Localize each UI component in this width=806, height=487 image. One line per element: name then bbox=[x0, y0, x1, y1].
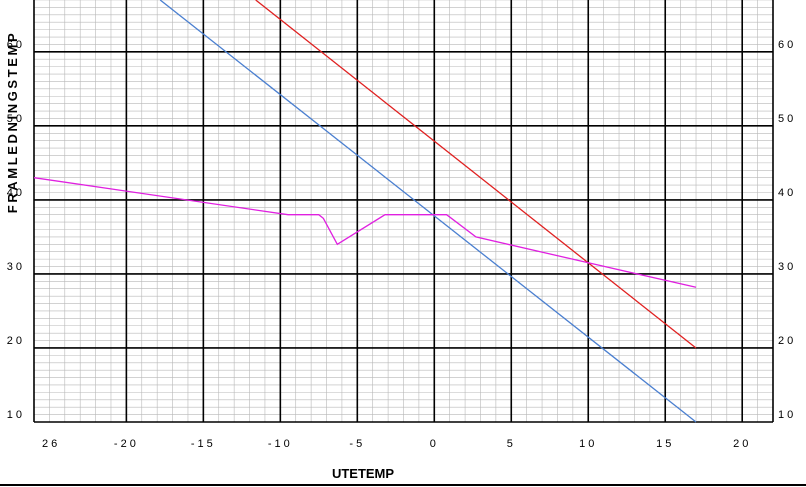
y-axis-title: FRAMLEDNINGSTEMP bbox=[5, 31, 20, 213]
series-lines bbox=[33, 0, 697, 423]
y-tick-label-right: 40 bbox=[778, 187, 796, 199]
x-tick-label: -10 bbox=[268, 438, 293, 450]
x-axis-title: UTETEMP bbox=[332, 466, 394, 481]
series-line-2 bbox=[255, 0, 697, 349]
series-line-3 bbox=[33, 177, 697, 288]
x-tick-label: 26 bbox=[42, 438, 60, 450]
y-tick-label-right: 50 bbox=[778, 113, 796, 125]
x-tick-label: 5 bbox=[507, 438, 516, 450]
x-tick-label: 10 bbox=[579, 438, 597, 450]
x-tick-label: 15 bbox=[656, 438, 674, 450]
minor-grid bbox=[33, 0, 774, 423]
y-tick-label-right: 20 bbox=[778, 335, 796, 347]
x-tick-label: 20 bbox=[733, 438, 751, 450]
series-line-1 bbox=[159, 0, 697, 423]
y-tick-label-right: 30 bbox=[778, 261, 796, 273]
y-tick-label-right: 60 bbox=[778, 39, 796, 51]
x-tick-label: -5 bbox=[349, 438, 365, 450]
x-tick-label: -20 bbox=[114, 438, 139, 450]
y-tick-label: 10 bbox=[7, 409, 25, 421]
y-tick-label-right: 10 bbox=[778, 409, 796, 421]
y-tick-label: 20 bbox=[7, 335, 25, 347]
tick-labels: 10 10 20 20 30 30 40 40 50 50 60 60 26 -20 -15 -10 -5 0 5 1… bbox=[7, 39, 796, 450]
y-tick-label: 50 bbox=[7, 113, 25, 125]
y-tick-label: 40 bbox=[7, 187, 25, 199]
x-tick-label: -15 bbox=[191, 438, 216, 450]
y-tick-label: 30 bbox=[7, 261, 25, 273]
major-grid bbox=[34, 0, 773, 423]
x-tick-label: 0 bbox=[430, 438, 439, 450]
y-tick-label: 60 bbox=[7, 39, 25, 51]
